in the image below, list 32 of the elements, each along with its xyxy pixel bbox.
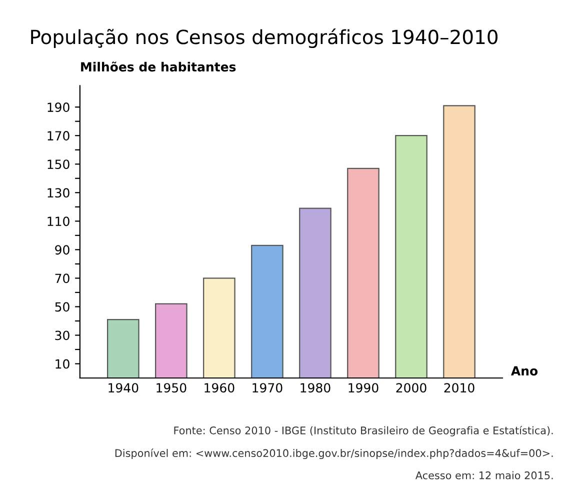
bar: [395, 135, 428, 378]
x-tick-label: 2000: [396, 383, 426, 393]
x-tick-label: 1990: [348, 383, 378, 393]
x-tick-label: 1940: [108, 383, 138, 393]
text: Disponível em: <www.censo2010.ibge.gov.br/sinopse/index.php?dados=4&uf=00>.: [115, 448, 553, 460]
bar: [347, 168, 380, 378]
y-tick-label: 50: [55, 302, 70, 312]
y-tick-label: 10: [56, 359, 70, 369]
y-tick-label: 130: [48, 188, 70, 198]
y-tick-label: 190: [48, 102, 70, 112]
text: Acesso em: 12 maio 2015.: [415, 471, 553, 480]
y-tick-label: 70: [55, 274, 70, 284]
bar: [251, 244, 284, 378]
y-tick-label: 150: [48, 160, 70, 170]
x-tick-label: 2010: [444, 383, 474, 393]
x-axis-title: Ano: [510, 366, 538, 376]
bar: [106, 318, 140, 378]
y-axis-title: Milhões de habitantes: [81, 62, 236, 72]
y-tick-label: 170: [48, 131, 70, 141]
source-note: Fonte: Censo 2010 - IBGE (Instituto Brasileiro de Geografia e Estatística).: [174, 426, 553, 436]
x-tick-label: 1970: [252, 383, 282, 393]
bar: [299, 208, 332, 378]
y-tick-label: 90: [55, 245, 70, 255]
y-tick-label: 30: [55, 330, 70, 340]
bar: [203, 278, 236, 378]
bar: [443, 105, 476, 378]
bar: [155, 303, 188, 378]
y-tick-label: 110: [48, 216, 70, 226]
chart-title: População nos Censos demográficos 1940–2010: [31, 28, 498, 48]
x-tick-label: 1980: [300, 383, 330, 393]
x-tick-label: 1960: [204, 383, 234, 393]
x-tick-label: 1950: [156, 383, 186, 393]
